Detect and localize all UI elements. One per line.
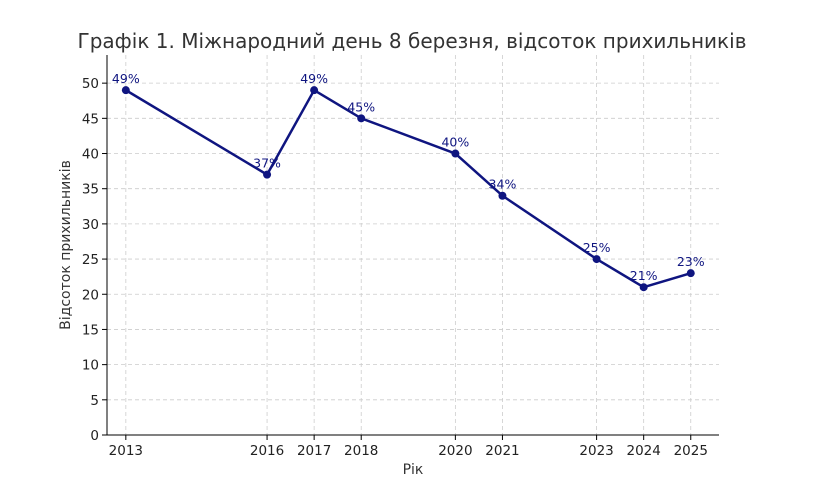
x-tick-label: 2025 [674, 443, 708, 459]
x-tick-label: 2023 [579, 443, 613, 459]
x-tick-label: 2016 [250, 443, 284, 459]
data-point [498, 191, 507, 200]
y-tick-label: 35 [82, 182, 99, 198]
data-point [451, 149, 460, 158]
y-tick-label: 15 [82, 322, 99, 338]
y-tick-label: 45 [82, 111, 99, 127]
y-tick-label: 20 [82, 287, 99, 303]
data-point [639, 283, 648, 292]
x-tick-label: 2013 [109, 443, 143, 459]
data-point [121, 86, 130, 95]
y-tick-label: 0 [90, 428, 99, 444]
data-label: 49% [300, 71, 328, 86]
data-label: 45% [347, 99, 375, 114]
y-tick-label: 5 [90, 393, 99, 409]
y-tick-label: 50 [82, 76, 99, 92]
x-axis-label: Рік [403, 462, 424, 478]
grid-lines [107, 55, 719, 436]
axes [102, 55, 719, 440]
data-point [263, 170, 272, 179]
chart-title: Графік 1. Міжнародний день 8 березня, ві… [78, 29, 747, 53]
x-tick-label: 2021 [485, 443, 519, 459]
data-labels: 49% 37% 49% 45% 40% 34% 25% 21% 23% [112, 71, 705, 283]
y-tick-label: 30 [82, 217, 99, 233]
y-axis-label: Відсоток прихильників [58, 160, 74, 330]
data-label: 49% [112, 71, 140, 86]
x-tick-label: 2017 [297, 443, 331, 459]
data-label: 25% [583, 240, 611, 255]
data-label: 34% [489, 177, 517, 192]
data-point [686, 269, 695, 278]
data-label: 37% [253, 156, 281, 171]
y-tick-label: 40 [82, 147, 99, 163]
y-tick-label: 10 [82, 358, 99, 374]
x-tick-label: 2020 [438, 443, 472, 459]
data-point [357, 114, 366, 123]
data-point [310, 86, 319, 95]
data-label: 40% [441, 135, 469, 150]
x-tick-label: 2024 [626, 443, 660, 459]
y-tick-label: 25 [82, 252, 99, 268]
data-point [592, 255, 601, 264]
series-layer [121, 86, 695, 292]
x-tick-label: 2018 [344, 443, 378, 459]
data-label: 21% [630, 268, 658, 283]
data-label: 23% [677, 254, 705, 269]
